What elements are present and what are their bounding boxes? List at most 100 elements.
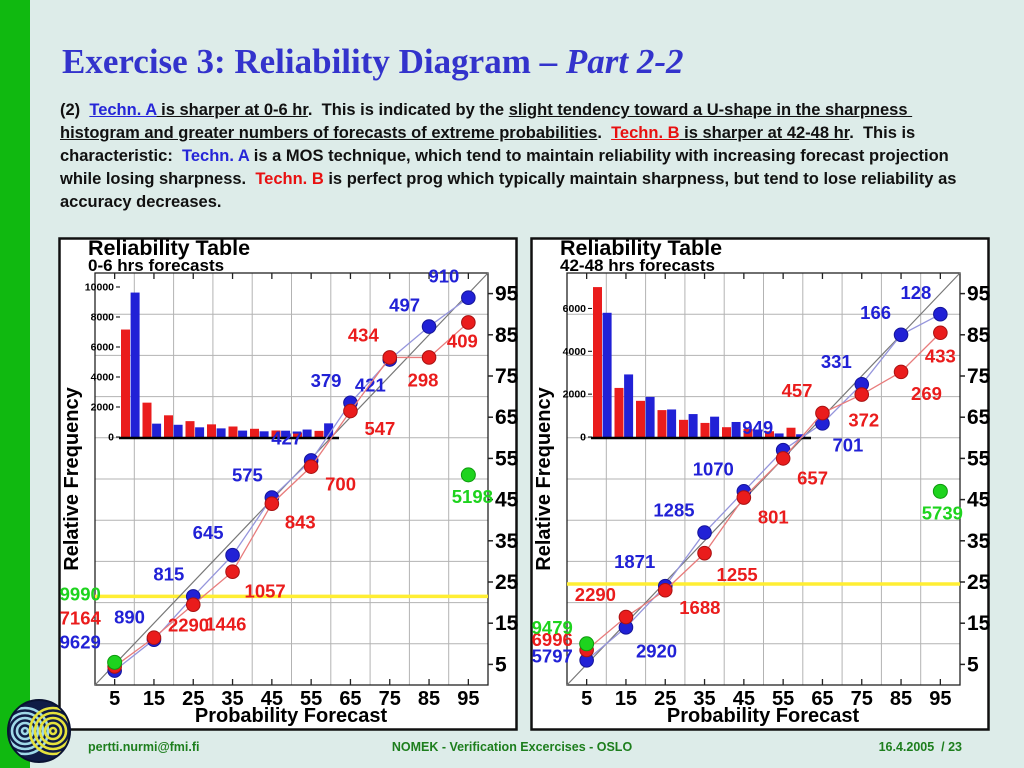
svg-text:85: 85 xyxy=(495,324,518,347)
svg-text:128: 128 xyxy=(900,282,931,303)
svg-text:25: 25 xyxy=(967,571,990,594)
svg-text:6000: 6000 xyxy=(563,303,587,315)
svg-text:701: 701 xyxy=(832,434,863,455)
svg-text:35: 35 xyxy=(495,530,518,553)
svg-text:2000: 2000 xyxy=(563,389,587,401)
svg-text:25: 25 xyxy=(495,571,518,594)
svg-text:65: 65 xyxy=(495,406,518,429)
footer-date-page: 16.4.2005 / 23 xyxy=(879,740,962,754)
svg-text:1057: 1057 xyxy=(245,581,286,602)
svg-text:1070: 1070 xyxy=(693,458,734,479)
svg-text:65: 65 xyxy=(339,688,361,710)
svg-text:2290: 2290 xyxy=(168,615,209,636)
svg-text:95: 95 xyxy=(967,283,990,306)
svg-text:1446: 1446 xyxy=(205,614,246,635)
series-techn-b: 6996 2290 1688 1255 801 657 457 372 269 433 xyxy=(532,325,956,658)
sample-points-green: 9990 5198 xyxy=(60,467,493,670)
series-techn-a: 5797 2920 1871 1285 1070 949 701 331 166 128 xyxy=(532,282,948,668)
body-text-segment: slight tendency toward a U-shape in the … xyxy=(60,101,913,143)
fmi-logo-right-rings xyxy=(28,706,69,756)
svg-text:Probability Forecast: Probability Forecast xyxy=(195,705,388,727)
chart-panel-0-6h: 5 15 25 35 45 55 65 75 85 95 5 15 25 35 45 55 65 75 85 95 0 2… xyxy=(58,236,519,731)
svg-text:10000: 10000 xyxy=(85,282,114,294)
svg-text:15: 15 xyxy=(615,688,637,710)
svg-text:5797: 5797 xyxy=(532,645,573,666)
body-text: (2) Techn. A is sharper at 0-6 hr. This … xyxy=(60,99,980,214)
body-text-segment: . This is characteristic: xyxy=(60,124,920,166)
svg-text:95: 95 xyxy=(929,688,951,710)
sample-points-green: 9479 5739 xyxy=(532,483,963,652)
svg-text:9990: 9990 xyxy=(60,583,101,604)
svg-text:55: 55 xyxy=(967,447,990,470)
slide-title-main: Exercise 3: Reliability Diagram – xyxy=(62,42,566,81)
svg-text:5: 5 xyxy=(581,688,592,710)
svg-text:25: 25 xyxy=(182,688,204,710)
svg-text:45: 45 xyxy=(495,489,518,512)
svg-text:85: 85 xyxy=(890,688,912,710)
svg-text:55: 55 xyxy=(772,688,794,710)
svg-text:0-6 hrs forecasts: 0-6 hrs forecasts xyxy=(88,256,224,275)
svg-text:801: 801 xyxy=(758,507,789,528)
body-text-segment: is perfect prog which typically maintain… xyxy=(60,170,962,212)
svg-text:15: 15 xyxy=(495,612,518,635)
svg-text:1688: 1688 xyxy=(679,597,720,618)
body-text-segment: Techn. B xyxy=(255,170,324,189)
body-text-segment: is sharper at 0-6 hr xyxy=(156,101,308,119)
fmi-logo xyxy=(7,699,71,763)
svg-text:85: 85 xyxy=(418,688,440,710)
slide-title-part: Part 2-2 xyxy=(565,42,684,81)
svg-text:547: 547 xyxy=(364,418,395,439)
footer-page-number: / 23 xyxy=(941,740,962,754)
svg-text:910: 910 xyxy=(428,266,459,287)
reliability-chart: 5 15 25 35 45 55 65 75 85 95 5 15 25 35 45 55 65 75 85 95 0 2… xyxy=(58,236,519,731)
svg-text:45: 45 xyxy=(733,688,755,710)
svg-text:2290: 2290 xyxy=(575,584,616,605)
svg-text:433: 433 xyxy=(925,346,956,367)
svg-text:6996: 6996 xyxy=(532,629,573,650)
svg-text:75: 75 xyxy=(379,688,401,710)
svg-text:409: 409 xyxy=(447,330,478,351)
fmi-logo-left-rings xyxy=(9,706,50,756)
svg-text:5198: 5198 xyxy=(452,486,493,507)
svg-text:497: 497 xyxy=(389,295,420,316)
svg-text:331: 331 xyxy=(821,351,852,372)
svg-text:5: 5 xyxy=(967,653,979,676)
svg-text:15: 15 xyxy=(967,612,990,635)
body-text-segment: is a MOS technique, which tend to mainta… xyxy=(60,147,954,189)
svg-text:Reliability Table: Reliability Table xyxy=(560,237,722,260)
svg-text:9629: 9629 xyxy=(60,632,101,653)
svg-text:Relative Frequency: Relative Frequency xyxy=(61,386,83,570)
body-text-segment: . This is indicated by the xyxy=(307,101,509,119)
svg-text:5739: 5739 xyxy=(922,502,963,523)
svg-text:298: 298 xyxy=(408,369,439,390)
svg-text:4000: 4000 xyxy=(91,372,115,384)
svg-text:75: 75 xyxy=(967,365,990,388)
svg-text:269: 269 xyxy=(911,383,942,404)
sharpness-histogram: 0 2000 4000 6000 8000 10000 xyxy=(85,282,339,444)
svg-text:434: 434 xyxy=(348,324,380,345)
svg-text:Reliability Table: Reliability Table xyxy=(88,237,250,260)
svg-text:645: 645 xyxy=(193,522,224,543)
body-text-segment: . xyxy=(597,124,612,143)
axes: 5 15 25 35 45 55 65 75 85 95 5 15 25 35 45 55 65 75 85 95 xyxy=(109,273,519,710)
svg-text:45: 45 xyxy=(261,688,283,710)
svg-text:55: 55 xyxy=(300,688,322,710)
svg-text:1871: 1871 xyxy=(614,551,655,572)
svg-text:25: 25 xyxy=(654,688,676,710)
footer-email: pertti.nurmi@fmi.fi xyxy=(88,740,200,754)
svg-text:15: 15 xyxy=(143,688,165,710)
svg-text:1285: 1285 xyxy=(653,500,694,521)
svg-text:7164: 7164 xyxy=(60,607,102,628)
body-text-segment: (2) xyxy=(60,101,90,119)
svg-text:55: 55 xyxy=(495,447,518,470)
svg-text:575: 575 xyxy=(232,465,263,486)
chart-panel-42-48h: 5 15 25 35 45 55 65 75 85 95 5 15 25 35 45 55 65 75 85 95 0 2… xyxy=(530,236,991,731)
svg-text:95: 95 xyxy=(457,688,479,710)
svg-text:2920: 2920 xyxy=(636,640,677,661)
sharpness-histogram: 0 2000 4000 6000 xyxy=(563,287,811,444)
axes: 5 15 25 35 45 55 65 75 85 95 5 15 25 35 45 55 65 75 85 95 xyxy=(581,273,991,710)
svg-text:85: 85 xyxy=(967,324,990,347)
svg-text:457: 457 xyxy=(782,380,813,401)
